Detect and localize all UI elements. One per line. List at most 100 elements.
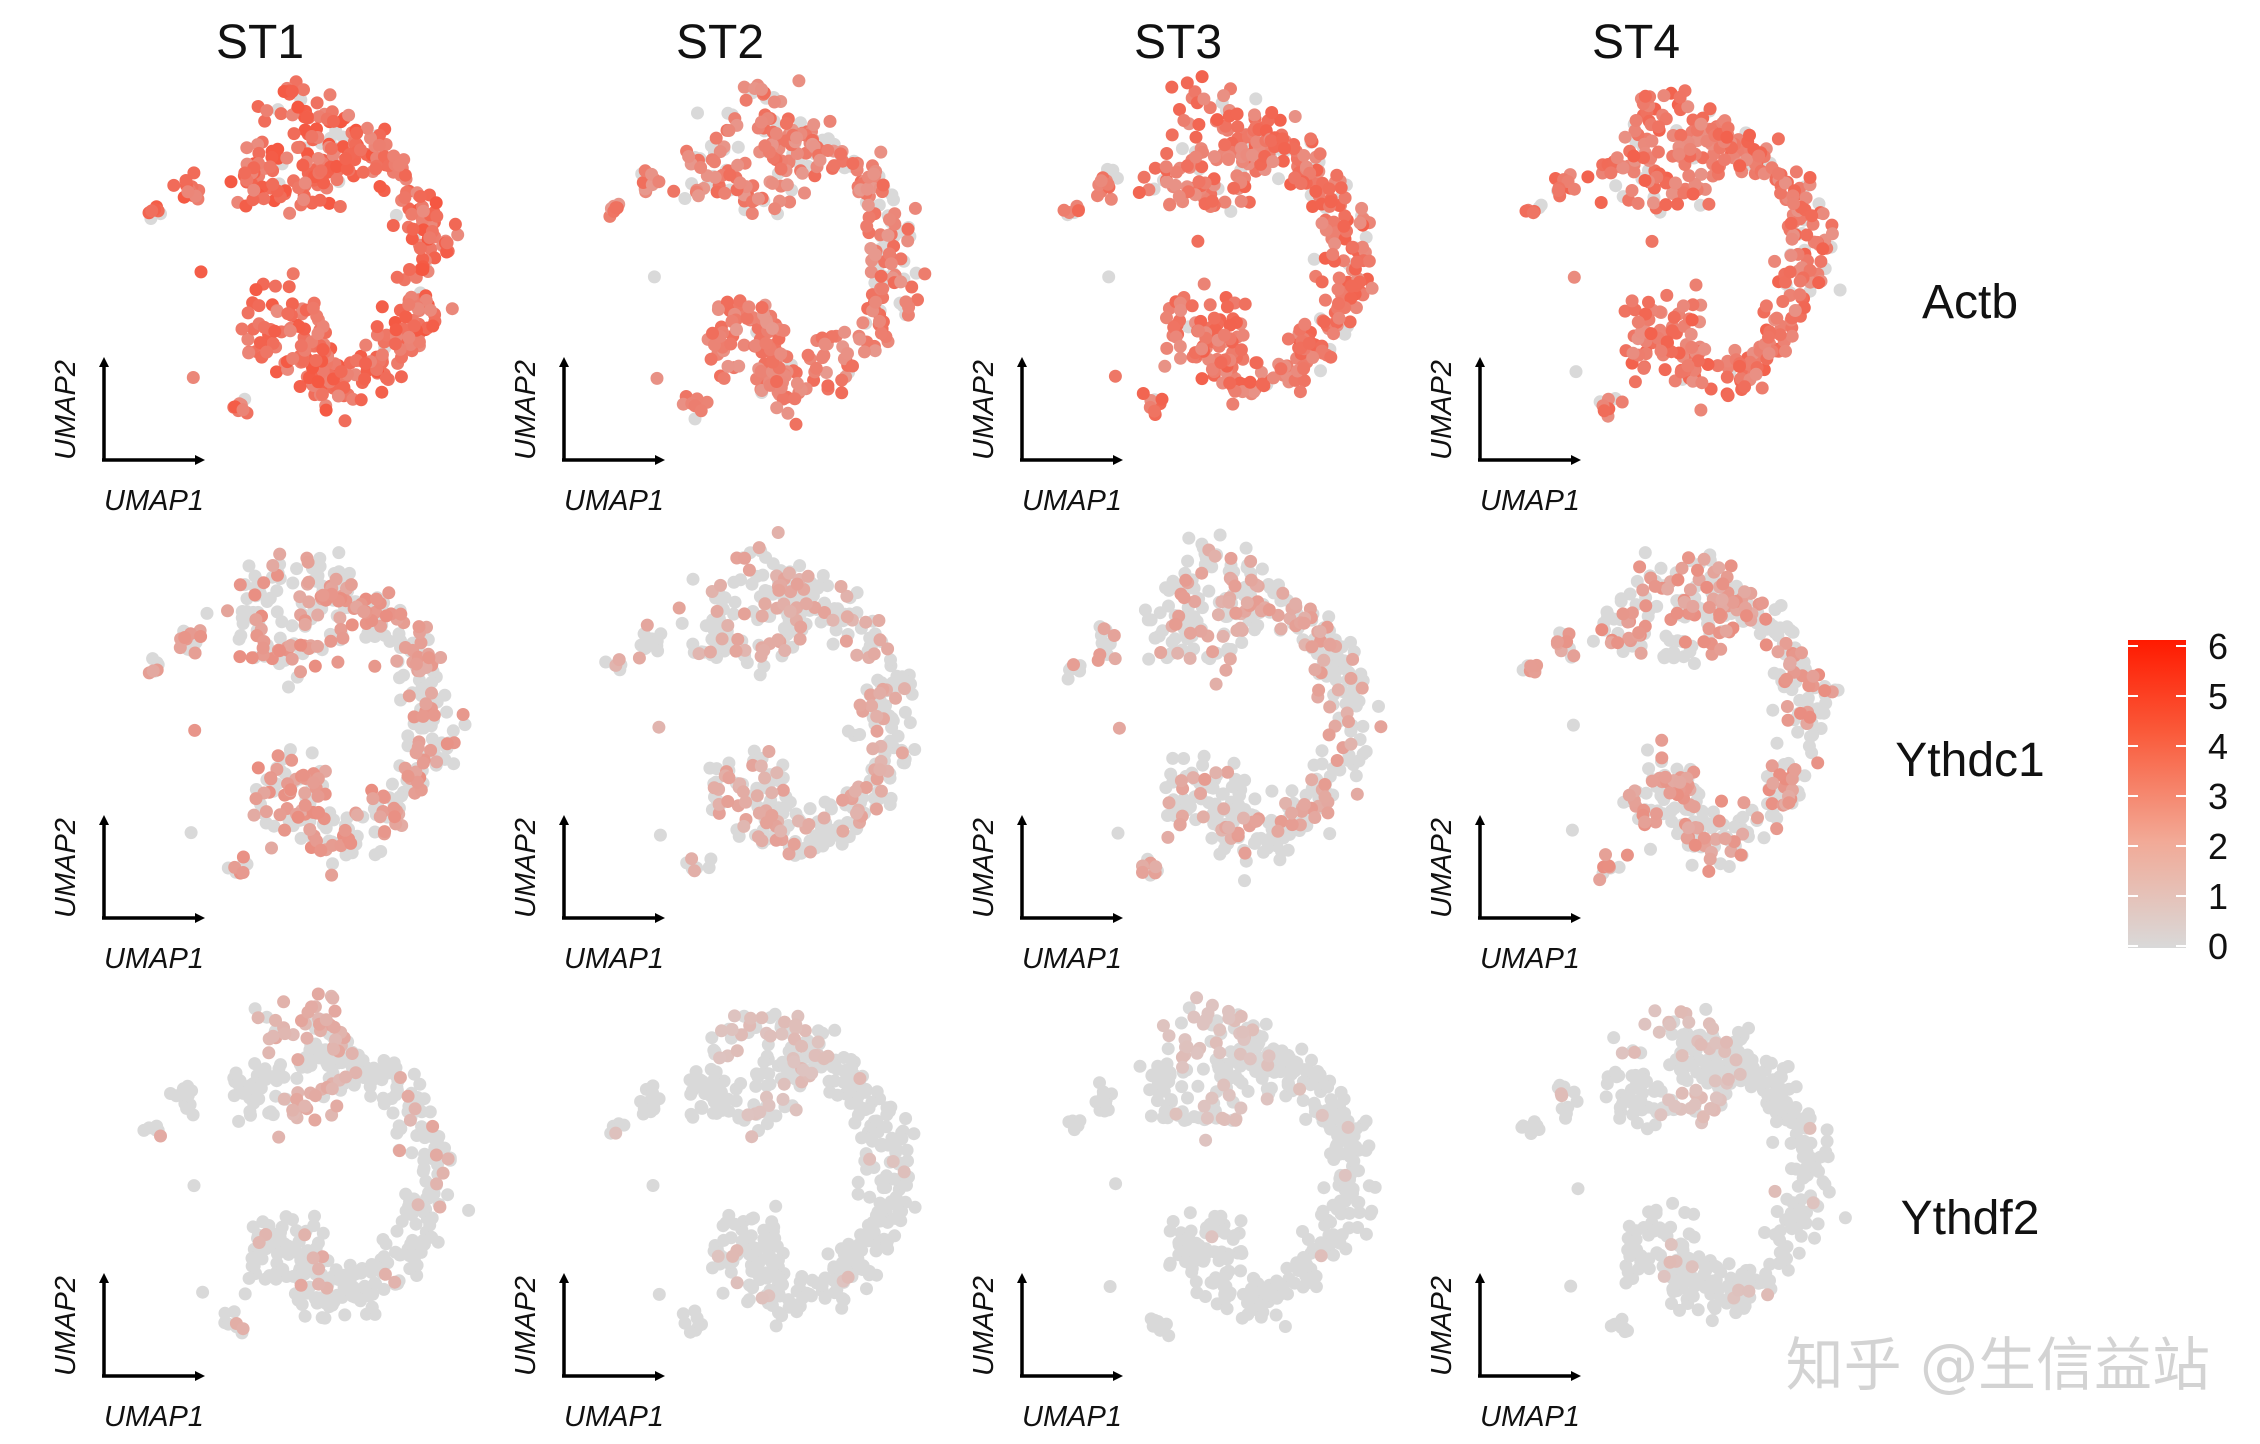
- cell-point: [860, 1282, 873, 1296]
- cell-point: [241, 332, 255, 346]
- cell-point: [708, 155, 721, 169]
- cell-point: [227, 1089, 241, 1103]
- cell-point: [1659, 176, 1673, 190]
- cell-point: [1644, 327, 1658, 341]
- cell-point: [252, 1236, 266, 1249]
- cell-point: [1220, 300, 1234, 314]
- cell-point: [1344, 671, 1358, 685]
- cell-point: [1189, 130, 1203, 144]
- cell-point: [726, 1249, 740, 1263]
- cell-point: [1639, 599, 1653, 613]
- cell-point: [1265, 784, 1279, 798]
- cell-point: [729, 644, 743, 658]
- cell-point: [249, 792, 263, 806]
- cell-point: [1182, 531, 1196, 545]
- cell-point: [425, 675, 439, 689]
- cell-point: [403, 263, 416, 276]
- cell-point: [707, 781, 721, 795]
- cell-point: [691, 106, 704, 120]
- cell-point: [1160, 147, 1174, 160]
- cell-point: [407, 319, 421, 333]
- cell-point: [236, 1322, 250, 1336]
- cell-point: [354, 393, 368, 407]
- cell-point: [377, 1054, 391, 1067]
- cell-point: [426, 1119, 440, 1133]
- cell-point: [742, 300, 756, 314]
- cell-point: [874, 1214, 888, 1228]
- cell-point: [429, 196, 443, 210]
- cell-point: [839, 634, 853, 648]
- cell-point: [763, 1077, 777, 1091]
- cell-point: [1774, 186, 1788, 200]
- cell-point: [1195, 342, 1209, 356]
- cell-point: [316, 364, 330, 378]
- cell-point: [1802, 739, 1816, 753]
- cell-point: [1244, 554, 1258, 568]
- cell-point: [398, 168, 412, 182]
- cell-point: [1814, 255, 1828, 268]
- cell-point: [1229, 606, 1243, 620]
- cell-point: [1165, 635, 1179, 649]
- cell-point: [410, 1258, 424, 1272]
- cell-point: [394, 370, 408, 384]
- cell-point: [1159, 781, 1173, 795]
- cell-point: [146, 652, 160, 666]
- cell-point: [1766, 776, 1780, 790]
- cell-point: [238, 1287, 252, 1301]
- cell-point: [1276, 154, 1290, 168]
- cell-point: [181, 1089, 195, 1103]
- cell-point: [1661, 582, 1674, 596]
- cell-point: [884, 1197, 898, 1211]
- cell-point: [416, 263, 430, 276]
- cell-point: [1195, 566, 1209, 580]
- cell-point: [853, 698, 867, 712]
- cell-point: [1155, 392, 1169, 406]
- cell-point: [772, 583, 786, 597]
- cell-point: [1762, 347, 1776, 360]
- cell-point: [1645, 774, 1659, 788]
- cell-point: [777, 1077, 791, 1091]
- cell-point: [1818, 684, 1832, 698]
- cell-point: [870, 802, 883, 816]
- cell-point: [730, 1044, 744, 1058]
- cell-point: [1524, 659, 1538, 673]
- cell-point: [248, 1082, 262, 1096]
- cell-point: [730, 1276, 744, 1290]
- cell-point: [1276, 586, 1290, 600]
- cell-point: [742, 563, 756, 577]
- cell-point: [359, 338, 373, 352]
- cell-point: [334, 365, 348, 379]
- cell-point: [1137, 170, 1151, 184]
- cell-point: [911, 293, 924, 307]
- cell-point: [733, 176, 747, 190]
- cell-point: [314, 164, 328, 178]
- cell-point: [1294, 177, 1308, 190]
- cell-point: [709, 131, 723, 145]
- cell-point: [811, 579, 825, 593]
- cell-point: [1806, 669, 1820, 683]
- cell-point: [378, 825, 392, 839]
- cell-point: [1347, 1154, 1361, 1168]
- cell-point: [394, 1248, 407, 1262]
- cell-point: [316, 588, 330, 602]
- cell-point: [1318, 778, 1332, 791]
- cell-point: [319, 1013, 333, 1027]
- cell-point: [1169, 178, 1182, 192]
- cell-point: [313, 551, 327, 565]
- cell-point: [1784, 216, 1798, 230]
- cell-point: [1344, 291, 1358, 305]
- cell-point: [298, 176, 312, 190]
- cell-point: [755, 1011, 769, 1025]
- cell-point: [274, 107, 288, 121]
- cell-point: [188, 646, 202, 660]
- cell-point: [908, 201, 922, 215]
- cell-point: [841, 347, 854, 360]
- cell-point: [368, 848, 382, 862]
- cell-point: [1297, 149, 1311, 162]
- cell-point: [903, 716, 917, 730]
- cell-point: [372, 138, 386, 152]
- cell-point: [809, 361, 823, 375]
- cell-point: [867, 167, 881, 181]
- cell-point: [184, 826, 198, 840]
